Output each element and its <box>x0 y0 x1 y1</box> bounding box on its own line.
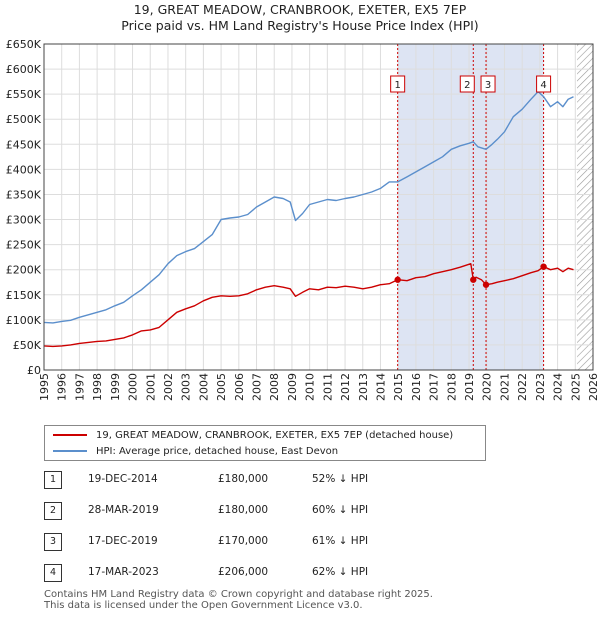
x-tick-label: 2001 <box>144 373 157 401</box>
x-tick-label: 2002 <box>162 373 175 401</box>
sale-marker-label: 2 <box>464 80 470 91</box>
sale-point <box>482 281 490 288</box>
x-tick-label: 2014 <box>374 373 387 401</box>
x-tick-label: 2022 <box>516 373 529 401</box>
sale-marker-box <box>459 75 475 93</box>
shaded-ownership-span <box>397 44 544 370</box>
footer-line1: Contains HM Land Registry data © Crown c… <box>44 589 433 600</box>
x-tick-label: 1998 <box>91 373 104 401</box>
transaction-row: 2 28-MAR-2019 £180,000 60% ↓ HPI <box>44 502 464 520</box>
x-tick-label: 2025 <box>569 373 582 401</box>
y-tick-label: £550K <box>6 88 42 101</box>
sale-point <box>470 276 477 283</box>
x-tick-label: 2016 <box>410 373 423 401</box>
x-tick-label: 2000 <box>127 373 140 401</box>
transaction-date: 17-DEC-2019 <box>88 535 158 547</box>
legend-label-hpi: HPI: Average price, detached house, East… <box>96 446 339 457</box>
x-tick-label: 2018 <box>445 373 458 401</box>
footer-line2: This data is licensed under the Open Gov… <box>44 600 363 611</box>
y-tick-label: £150K <box>6 289 42 302</box>
x-tick-label: 2017 <box>428 373 441 401</box>
legend-swatch-hpi <box>53 450 87 452</box>
transaction-hpi: 62% ↓ HPI <box>312 566 369 578</box>
x-tick-label: 2008 <box>268 373 281 401</box>
transaction-price: £180,000 <box>218 504 269 516</box>
x-tick-label: 2024 <box>552 373 565 401</box>
y-tick-label: £50K <box>13 339 42 352</box>
x-tick-label: 2005 <box>215 373 228 401</box>
sale-point <box>540 263 547 270</box>
x-tick-label: 2009 <box>286 373 299 401</box>
y-tick-label: £200K <box>6 264 42 277</box>
x-tick-label: 2023 <box>534 373 547 401</box>
property-price-line <box>43 263 574 348</box>
x-tick-label: 2015 <box>392 373 405 401</box>
sale-marker-box <box>390 75 406 93</box>
y-tick-label: £400K <box>6 163 42 176</box>
plot-frame <box>43 43 594 371</box>
price-chart: £0 £50K £100K £150K £200K £250K £300K £350K £400… <box>6 38 600 401</box>
y-tick-label: £0 <box>27 364 41 377</box>
x-tick-label: 2013 <box>357 373 370 401</box>
footer-attribution: Contains HM Land Registry data © Crown c… <box>44 589 433 611</box>
sale-marker-label: 1 <box>394 80 400 91</box>
x-tick-label: 2011 <box>321 373 334 401</box>
sale-marker-box <box>480 75 496 93</box>
legend-swatch-property <box>53 434 87 436</box>
transaction-price: £170,000 <box>218 535 269 547</box>
transaction-price: £180,000 <box>218 473 269 485</box>
chart-title: 19, GREAT MEADOW, CRANBROOK, EXETER, EX5… <box>0 2 600 34</box>
x-tick-label: 1996 <box>56 373 69 401</box>
transaction-row: 1 19-DEC-2014 £180,000 52% ↓ HPI <box>44 471 464 489</box>
x-tick-label: 1999 <box>109 373 122 401</box>
transaction-date: 28-MAR-2019 <box>88 504 159 516</box>
x-tick-label: 2007 <box>251 373 264 401</box>
transaction-number: 4 <box>44 564 62 582</box>
transaction-number: 2 <box>44 502 62 520</box>
transaction-hpi: 52% ↓ HPI <box>312 473 369 485</box>
transaction-row: 4 17-MAR-2023 £206,000 62% ↓ HPI <box>44 564 464 582</box>
transaction-hpi: 61% ↓ HPI <box>312 535 369 547</box>
y-tick-label: £600K <box>6 63 42 76</box>
y-tick-label: £450K <box>6 138 42 151</box>
chart-title-line1: 19, GREAT MEADOW, CRANBROOK, EXETER, EX5… <box>133 2 467 17</box>
sale-marker-label: 3 <box>485 80 491 91</box>
hpi-line <box>43 90 574 324</box>
sale-marker-label: 4 <box>540 80 546 91</box>
chart-title-line2: Price paid vs. HM Land Registry's House … <box>121 18 479 33</box>
chart-legend: 19, GREAT MEADOW, CRANBROOK, EXETER, EX5… <box>44 425 486 461</box>
x-tick-label: 2004 <box>197 373 210 401</box>
sale-marker-box <box>536 75 552 93</box>
y-tick-label: £100K <box>6 314 42 327</box>
x-tick-label: 1997 <box>73 373 86 401</box>
transaction-date: 17-MAR-2023 <box>88 566 159 578</box>
x-tick-label: 1995 <box>38 373 51 401</box>
y-tick-label: £500K <box>6 113 42 126</box>
legend-item-hpi: HPI: Average price, detached house, East… <box>53 444 338 460</box>
transaction-row: 3 17-DEC-2019 £170,000 61% ↓ HPI <box>44 533 464 551</box>
transaction-number: 1 <box>44 471 62 489</box>
x-tick-label: 2019 <box>463 373 476 401</box>
transaction-hpi: 60% ↓ HPI <box>312 504 369 516</box>
y-tick-label: £650K <box>6 38 42 51</box>
x-tick-label: 2021 <box>498 373 511 401</box>
y-tick-label: £350K <box>6 188 42 201</box>
x-tick-label: 2026 <box>587 373 600 401</box>
x-tick-label: 2010 <box>304 373 317 401</box>
legend-label-property: 19, GREAT MEADOW, CRANBROOK, EXETER, EX5… <box>96 430 454 441</box>
y-tick-label: £300K <box>6 214 42 227</box>
y-tick-label: £250K <box>6 239 42 252</box>
transaction-number: 3 <box>44 533 62 551</box>
transaction-date: 19-DEC-2014 <box>88 473 158 485</box>
future-hatch-region <box>577 44 593 370</box>
x-tick-label: 2006 <box>233 373 246 401</box>
x-tick-label: 2012 <box>339 373 352 401</box>
legend-item-property: 19, GREAT MEADOW, CRANBROOK, EXETER, EX5… <box>53 428 453 444</box>
transaction-price: £206,000 <box>218 566 269 578</box>
sale-point <box>394 276 401 283</box>
x-tick-label: 2020 <box>481 373 494 401</box>
x-tick-label: 2003 <box>180 373 193 401</box>
